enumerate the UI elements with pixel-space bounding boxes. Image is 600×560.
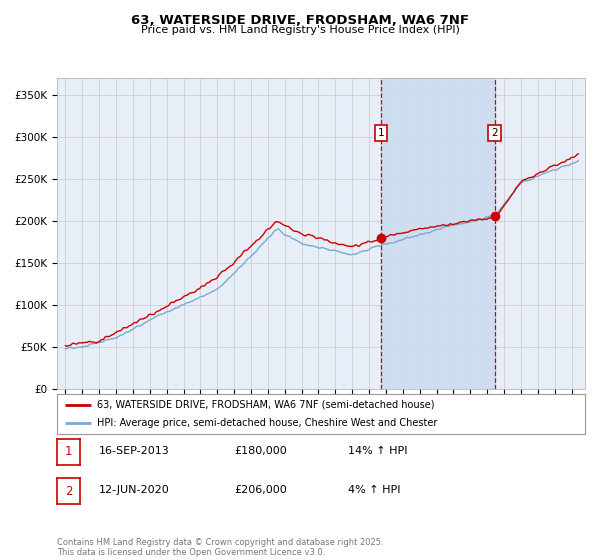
Text: 12-JUN-2020: 12-JUN-2020 bbox=[99, 485, 170, 495]
Bar bbox=[381, 78, 494, 389]
Text: 2: 2 bbox=[491, 128, 498, 138]
Text: £180,000: £180,000 bbox=[234, 446, 287, 456]
Text: HPI: Average price, semi-detached house, Cheshire West and Chester: HPI: Average price, semi-detached house,… bbox=[97, 418, 437, 428]
Text: 1: 1 bbox=[378, 128, 385, 138]
Text: 63, WATERSIDE DRIVE, FRODSHAM, WA6 7NF (semi-detached house): 63, WATERSIDE DRIVE, FRODSHAM, WA6 7NF (… bbox=[97, 400, 434, 409]
Text: 4% ↑ HPI: 4% ↑ HPI bbox=[348, 485, 401, 495]
Text: 14% ↑ HPI: 14% ↑ HPI bbox=[348, 446, 407, 456]
Text: 63, WATERSIDE DRIVE, FRODSHAM, WA6 7NF: 63, WATERSIDE DRIVE, FRODSHAM, WA6 7NF bbox=[131, 14, 469, 27]
Text: 16-SEP-2013: 16-SEP-2013 bbox=[99, 446, 170, 456]
Text: 2: 2 bbox=[65, 484, 72, 498]
Text: 1: 1 bbox=[65, 445, 72, 459]
Text: Contains HM Land Registry data © Crown copyright and database right 2025.
This d: Contains HM Land Registry data © Crown c… bbox=[57, 538, 383, 557]
Text: £206,000: £206,000 bbox=[234, 485, 287, 495]
Text: Price paid vs. HM Land Registry's House Price Index (HPI): Price paid vs. HM Land Registry's House … bbox=[140, 25, 460, 35]
